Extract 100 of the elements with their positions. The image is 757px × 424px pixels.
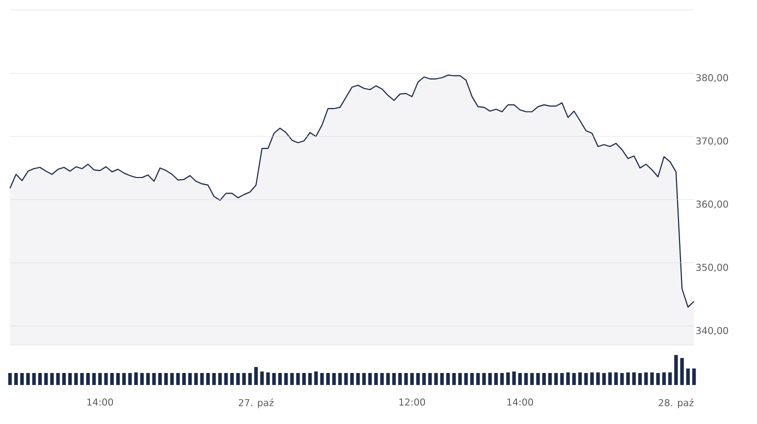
bar [8, 373, 12, 385]
bar [242, 373, 246, 385]
bar [614, 372, 618, 385]
bar [146, 373, 150, 385]
bar [470, 373, 474, 385]
bar [170, 373, 174, 385]
bar [488, 373, 492, 385]
bar [458, 373, 462, 385]
bar [332, 373, 336, 385]
bar [590, 372, 594, 385]
bar [650, 372, 654, 385]
bar [554, 373, 558, 385]
bar [566, 372, 570, 385]
y-tick-label: 380,00 [696, 74, 728, 82]
bar [14, 373, 18, 385]
bar [218, 373, 222, 385]
x-tick-label: 27. paź [238, 398, 274, 408]
bar [422, 373, 426, 385]
bar [350, 373, 354, 385]
bar [578, 372, 582, 385]
y-tick-label: 340,00 [696, 326, 728, 336]
bar [434, 373, 438, 385]
bar [266, 372, 270, 385]
bar [386, 373, 390, 385]
bar [668, 372, 672, 385]
bar [692, 368, 696, 385]
bar [176, 373, 180, 385]
bar [662, 372, 666, 385]
bar [368, 373, 372, 385]
bar [584, 373, 588, 385]
bar [296, 373, 300, 385]
bar [572, 373, 576, 385]
bar [314, 372, 318, 385]
bar [44, 373, 48, 385]
bar [674, 355, 678, 385]
bar [632, 372, 636, 385]
x-tick-label: 12:00 [399, 398, 426, 406]
bar [542, 373, 546, 385]
bar [506, 372, 510, 385]
bar [206, 373, 210, 385]
bar [290, 373, 294, 385]
bar [362, 373, 366, 385]
bar [62, 373, 66, 385]
bar [518, 373, 522, 385]
bar [524, 373, 528, 385]
bar [338, 373, 342, 385]
bar [638, 373, 642, 385]
bar [344, 373, 348, 385]
bar [410, 373, 414, 385]
bar [284, 373, 288, 385]
bar [140, 373, 144, 385]
bar [416, 373, 420, 385]
y-tick-label: 360,00 [696, 200, 728, 209]
bar [398, 373, 402, 385]
bar [494, 373, 498, 385]
bar [452, 373, 456, 385]
bar [278, 373, 282, 385]
bar [134, 372, 138, 385]
bar [440, 373, 444, 385]
bar [38, 373, 42, 385]
bar [302, 373, 306, 385]
bar [32, 373, 36, 385]
bar [254, 367, 258, 385]
y-tick-label: 370,00 [696, 137, 728, 146]
bar [188, 373, 192, 385]
bar [230, 373, 234, 385]
bar [116, 373, 120, 385]
bar [20, 373, 24, 385]
bar [356, 373, 360, 385]
bar [656, 373, 660, 385]
bar [476, 373, 480, 385]
bar [80, 373, 84, 385]
bar [56, 373, 60, 385]
bar [446, 373, 450, 385]
bar [122, 373, 126, 385]
bar [200, 373, 204, 385]
bar [164, 373, 168, 385]
x-tick-label: 14:00 [507, 398, 534, 406]
bar [512, 372, 516, 385]
bar [374, 373, 378, 385]
bar [212, 373, 216, 385]
bar [686, 368, 690, 385]
bar [326, 373, 330, 385]
bar [26, 373, 30, 385]
bar [608, 372, 612, 385]
bar [428, 373, 432, 385]
bar [248, 373, 252, 385]
bar [272, 373, 276, 385]
bar [482, 373, 486, 385]
bar [194, 373, 198, 385]
bar [596, 372, 600, 385]
bar [626, 372, 630, 385]
x-tick-label: 28. paź [658, 398, 694, 408]
bar [644, 372, 648, 385]
bar [92, 373, 96, 385]
bar [380, 373, 384, 385]
bar [602, 373, 606, 385]
bar [464, 373, 468, 385]
bar [68, 373, 72, 385]
bar [128, 373, 132, 385]
